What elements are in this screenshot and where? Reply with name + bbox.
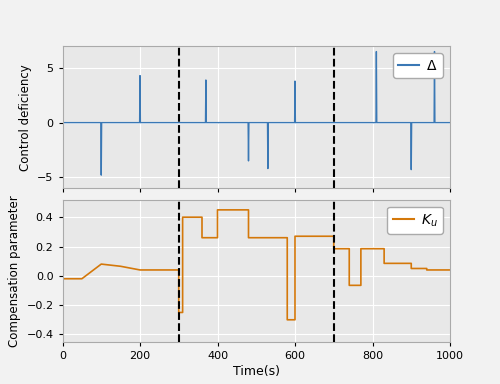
- Y-axis label: Control deficiency: Control deficiency: [18, 64, 32, 170]
- Y-axis label: Compensation parameter: Compensation parameter: [8, 195, 21, 346]
- Legend: $\Delta$: $\Delta$: [393, 53, 443, 78]
- Legend: $K_u$: $K_u$: [388, 207, 443, 234]
- X-axis label: Time(s): Time(s): [233, 365, 280, 378]
